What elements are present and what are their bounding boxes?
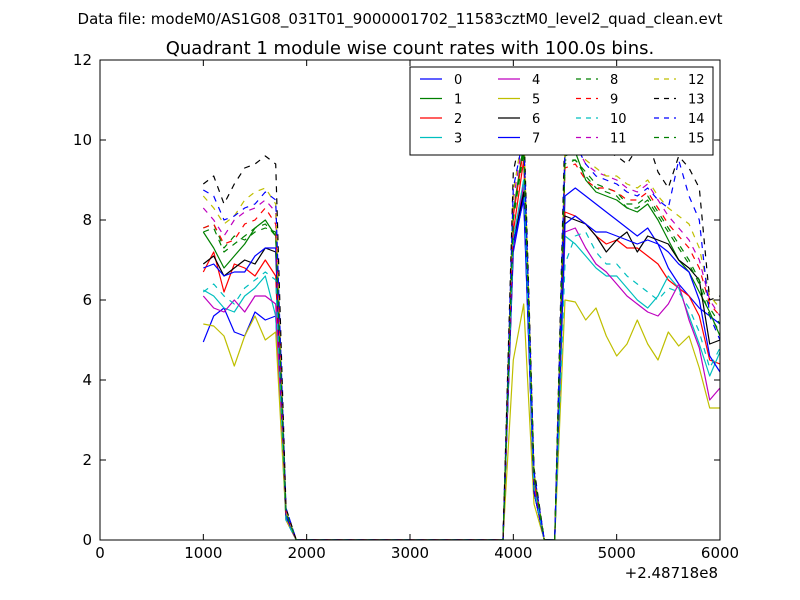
series-line-11 bbox=[202, 135, 720, 540]
legend-label-0: 0 bbox=[454, 73, 462, 88]
legend-box bbox=[409, 66, 714, 156]
legend-label-15: 15 bbox=[688, 132, 705, 147]
x-tick-label: 4000 bbox=[494, 544, 532, 562]
y-tick-label: 0 bbox=[82, 531, 92, 549]
suptitle: Data file: modeM0/AS1G08_031T01_90000017… bbox=[78, 10, 723, 29]
legend-label-5: 5 bbox=[532, 93, 540, 108]
y-tick-label: 4 bbox=[82, 371, 92, 389]
x-offset-text: +2.48718e8 bbox=[625, 564, 718, 582]
x-tick-label: 2000 bbox=[288, 544, 326, 562]
y-tick-label: 8 bbox=[82, 211, 92, 229]
legend-label-6: 6 bbox=[532, 112, 540, 127]
legend-label-4: 4 bbox=[532, 73, 540, 88]
x-tick-label: 3000 bbox=[391, 544, 429, 562]
series-layer bbox=[202, 115, 720, 540]
legend-label-11: 11 bbox=[610, 132, 627, 147]
series-line-10 bbox=[202, 179, 720, 540]
series-line-14 bbox=[203, 135, 720, 540]
x-tick-label: 0 bbox=[95, 544, 105, 562]
series-line-15 bbox=[203, 151, 720, 540]
y-tick-label: 10 bbox=[73, 131, 92, 149]
y-tick-label: 12 bbox=[73, 51, 92, 69]
y-tick-label: 6 bbox=[82, 291, 92, 309]
legend-label-13: 13 bbox=[688, 93, 705, 108]
series-line-9 bbox=[203, 147, 720, 540]
legend-label-2: 2 bbox=[454, 112, 462, 127]
chart-title: Quadrant 1 module wise count rates with … bbox=[166, 38, 655, 59]
y-tick-label: 2 bbox=[82, 451, 92, 469]
legend-label-3: 3 bbox=[454, 132, 462, 147]
plot-frame bbox=[99, 59, 721, 541]
series-line-7 bbox=[203, 199, 720, 540]
x-tick-label: 5000 bbox=[598, 544, 636, 562]
legend-label-8: 8 bbox=[610, 73, 618, 88]
legend-label-1: 1 bbox=[454, 93, 462, 108]
legend-label-9: 9 bbox=[610, 93, 618, 108]
legend-label-7: 7 bbox=[532, 132, 540, 147]
legend-label-12: 12 bbox=[688, 73, 705, 88]
x-tick-label: 6000 bbox=[701, 544, 739, 562]
legend-label-10: 10 bbox=[610, 112, 627, 127]
legend-label-14: 14 bbox=[688, 112, 705, 127]
x-tick-label: 1000 bbox=[184, 544, 222, 562]
series-line-5 bbox=[203, 299, 720, 540]
